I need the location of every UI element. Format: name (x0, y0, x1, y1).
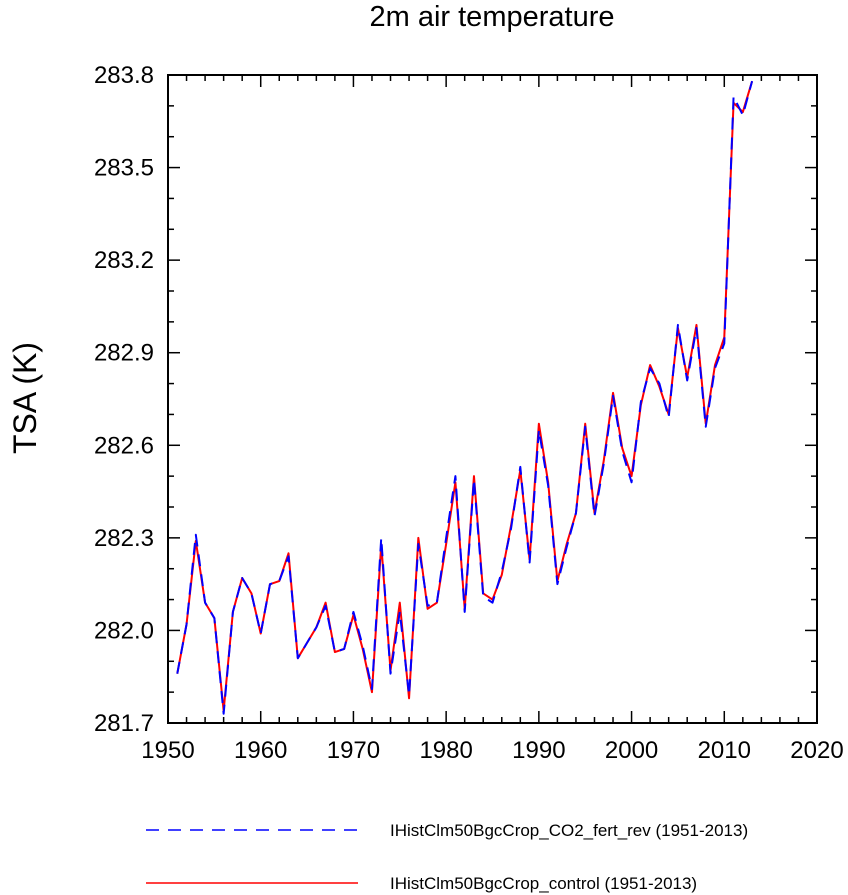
x-tick-label: 2000 (605, 737, 658, 764)
x-tick-label: 2010 (698, 737, 751, 764)
y-tick-label: 283.5 (94, 155, 154, 182)
y-tick-label: 283.2 (94, 247, 154, 274)
series-layer (176, 80, 754, 715)
plot-frame (167, 74, 818, 724)
y-tick-label: 281.7 (94, 710, 154, 737)
series-line-1 (176, 80, 754, 715)
y-tick-label: 283.8 (94, 62, 154, 89)
legend-label-2: IHistClm50BgcCrop_control (1951-2013) (390, 874, 697, 893)
series-line-2 (176, 80, 754, 712)
legend-label-1: IHistClm50BgcCrop_CO2_fert_rev (1951-201… (390, 821, 748, 840)
y-axis-label: TSA (K) (7, 342, 43, 454)
legend: IHistClm50BgcCrop_CO2_fert_rev (1951-201… (146, 821, 748, 893)
x-tick-label: 2020 (790, 737, 843, 764)
x-tick-label: 1990 (512, 737, 565, 764)
chart-title: 2m air temperature (370, 1, 615, 33)
x-tick-label: 1980 (419, 737, 472, 764)
axes-layer: 1950 1960 1970 1980 1990 2000 2010 2020 281.7 282… (94, 62, 844, 764)
y-tick-label: 282.9 (94, 340, 154, 367)
x-tick-label: 1960 (234, 737, 287, 764)
x-tick-label: 1970 (327, 737, 380, 764)
y-tick-label: 282.3 (94, 525, 154, 552)
y-tick-label: 282.6 (94, 432, 154, 459)
x-tick-label: 1950 (141, 737, 194, 764)
y-tick-label: 282.0 (94, 617, 154, 644)
